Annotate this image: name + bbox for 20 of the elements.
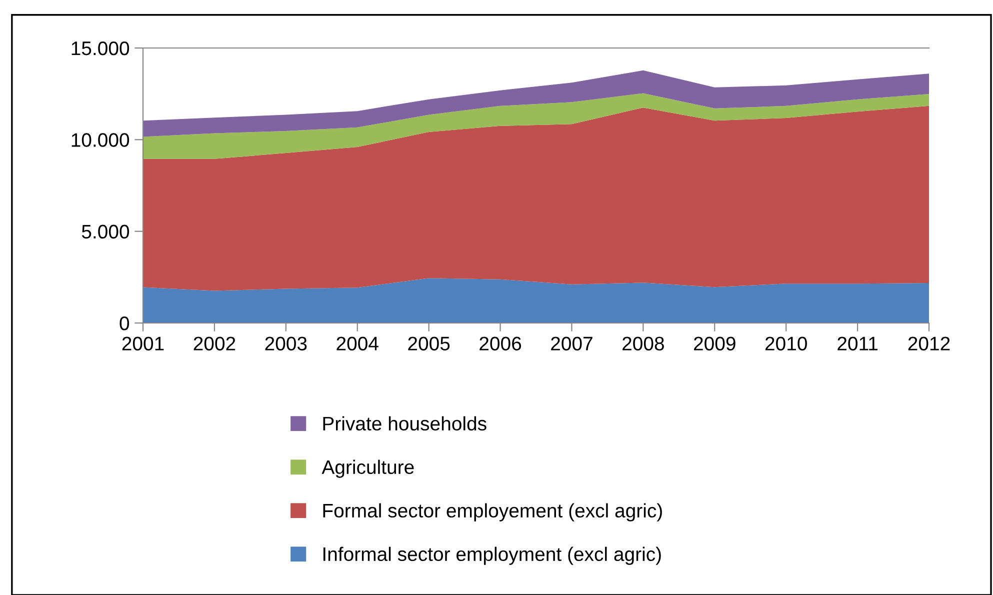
x-tick-label: 2003 [265, 336, 307, 350]
x-tick-label: 2012 [908, 336, 950, 350]
x-tick-label: 2006 [480, 336, 522, 350]
legend-label: Private households [323, 416, 486, 431]
legend-label: Informal sector employment (excl agric) [323, 546, 661, 565]
legend-label: Formal sector employement (excl agric) [323, 503, 662, 522]
x-tick-label: 2011 [838, 336, 878, 350]
legend-label: Agriculture [322, 460, 414, 478]
x-tick-label: 2010 [765, 336, 807, 350]
x-tick-label: 2005 [408, 336, 450, 350]
y-tick-label: 10.000 [72, 133, 130, 147]
y-tick-label: 5.000 [82, 224, 130, 239]
y-tick-label: 0 [120, 316, 130, 330]
y-tick-label: 15.000 [72, 41, 130, 56]
x-tick-label: 2001 [122, 336, 164, 350]
x-tick-label: 2007 [551, 336, 592, 350]
x-tick-label: 2004 [336, 336, 378, 350]
x-tick-label: 2008 [622, 336, 664, 350]
x-tick-label: 2009 [694, 336, 736, 350]
x-tick-label: 2002 [194, 336, 236, 350]
